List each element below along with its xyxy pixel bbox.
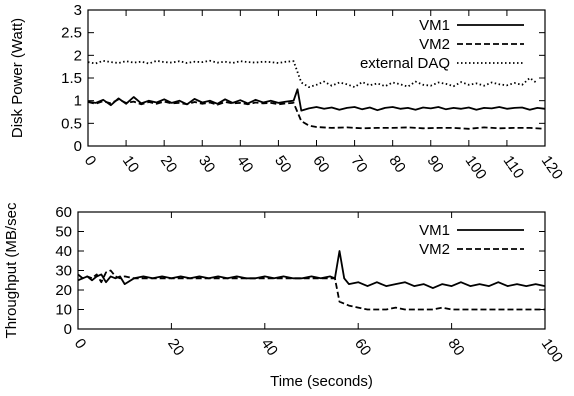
legend-label: VM2 [419, 36, 450, 53]
x-tick-label: 30 [195, 153, 218, 176]
legend-label: VM2 [419, 241, 450, 258]
x-tick-label: 0 [81, 153, 100, 170]
throughput-chart: 0 10 20 30 40 50 60 0 20 40 60 80 100 Throughput (MB/… [3, 202, 566, 390]
x-tick-label: 120 [538, 153, 566, 183]
y-tick-label: 10 [55, 302, 72, 319]
y-axis-label: Throughput (MB/sec [3, 202, 20, 338]
x-tick-label: 90 [423, 153, 446, 176]
x-tick-label: 20 [164, 336, 187, 359]
y-tick-label: 0 [74, 138, 82, 155]
x-tick-label: 40 [258, 336, 281, 359]
x-tick-label: 0 [71, 336, 90, 353]
series-line-vm2 [87, 98, 546, 130]
y-tick-label: 0.5 [61, 115, 82, 132]
x-tick-label: 60 [309, 153, 332, 176]
x-tick-label: 10 [119, 153, 142, 176]
x-tick-label: 110 [500, 153, 528, 182]
y-axis-label: Disk Power (Watt) [9, 18, 26, 138]
plot-frame [87, 9, 546, 147]
y-tick-label: 2 [74, 47, 82, 64]
x-tick-label: 20 [157, 153, 180, 176]
legend-label: external DAQ [360, 55, 450, 72]
legend-label: VM1 [419, 222, 450, 239]
y-tick-label: 30 [55, 263, 72, 280]
series-line-external-daq [87, 59, 538, 88]
x-tick-label: 100 [462, 153, 490, 183]
x-tick-label: 70 [347, 153, 370, 176]
series-line-vm1 [77, 250, 546, 290]
y-tick-label: 60 [55, 204, 72, 221]
x-tick-label: 100 [538, 336, 566, 366]
x-axis-label: Time (seconds) [270, 373, 373, 390]
y-tick-label: 3 [74, 2, 82, 19]
x-tick-label: 80 [385, 153, 408, 176]
y-tick-label: 2.5 [61, 25, 82, 42]
series-line-vm1 [87, 88, 546, 112]
x-tick-label: 40 [233, 153, 256, 176]
y-tick-label: 1.5 [61, 70, 82, 87]
y-tick-label: 1 [74, 93, 82, 110]
x-tick-label: 50 [271, 153, 294, 176]
series-line-vm2 [77, 269, 545, 311]
y-tick-label: 50 [55, 224, 72, 241]
x-tick-label: 60 [351, 336, 374, 359]
y-tick-label: 20 [55, 282, 72, 299]
y-tick-label: 0 [64, 321, 72, 338]
legend-label: VM1 [419, 17, 450, 34]
disk-power-chart: 00.511.522.530 10 20 30 40 50 60 70 80 90 100 110 12… [9, 2, 566, 183]
x-tick-label: 80 [444, 336, 467, 359]
y-tick-label: 40 [55, 243, 72, 260]
